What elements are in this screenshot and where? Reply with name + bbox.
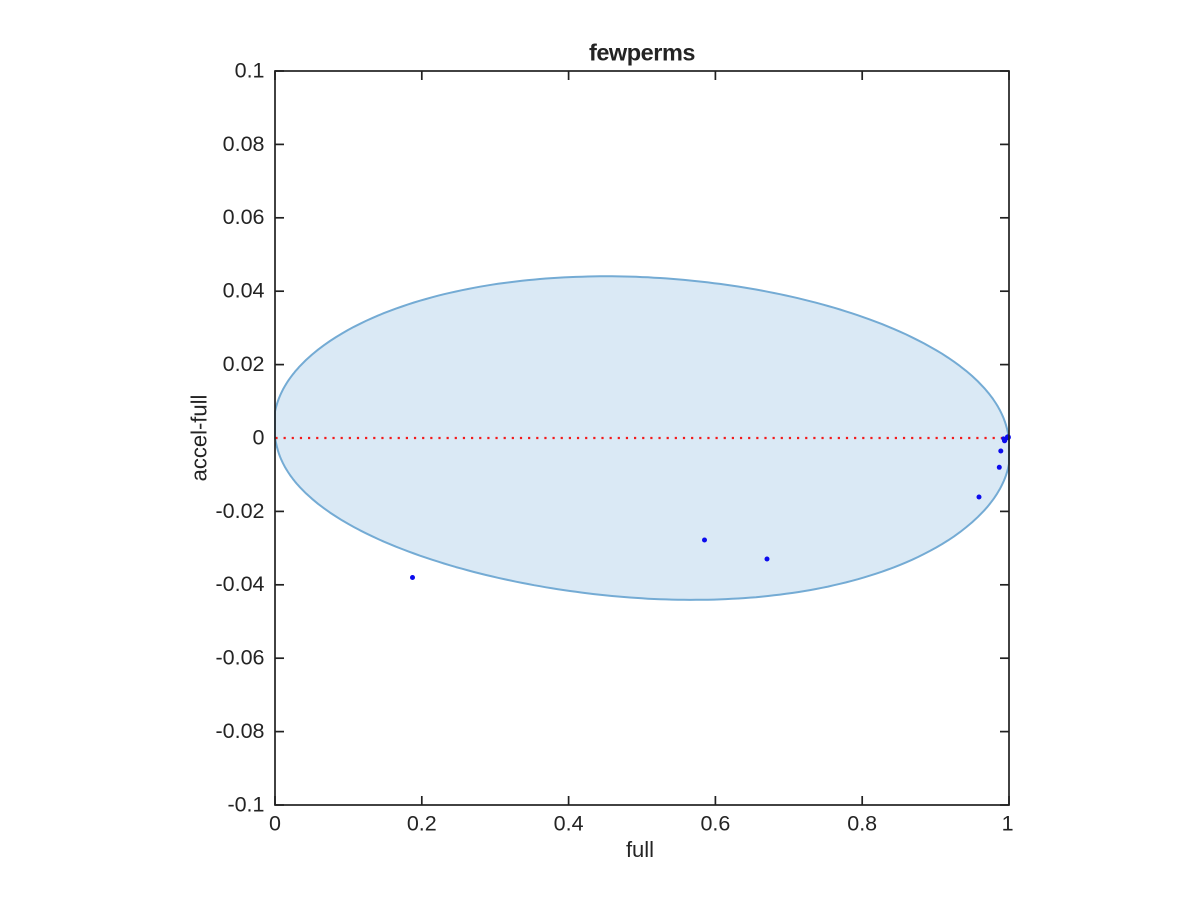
svg-text:0: 0 — [269, 812, 281, 836]
svg-text:-0.08: -0.08 — [215, 719, 264, 743]
svg-text:1: 1 — [1002, 812, 1014, 836]
svg-text:0.8: 0.8 — [847, 812, 877, 836]
svg-text:0.06: 0.06 — [223, 205, 265, 229]
svg-text:0.4: 0.4 — [554, 812, 584, 836]
svg-text:0.08: 0.08 — [223, 132, 265, 156]
svg-text:-0.1: -0.1 — [227, 792, 264, 816]
svg-text:0.2: 0.2 — [407, 812, 437, 836]
svg-text:-0.04: -0.04 — [215, 572, 264, 596]
svg-text:0.04: 0.04 — [223, 279, 265, 303]
svg-text:accel-full: accel-full — [187, 395, 212, 482]
svg-text:0.6: 0.6 — [700, 812, 730, 836]
svg-text:full: full — [626, 837, 654, 862]
svg-text:-0.06: -0.06 — [215, 646, 264, 670]
svg-text:0.02: 0.02 — [223, 352, 265, 376]
svg-text:fewperms: fewperms — [589, 40, 695, 66]
svg-text:0: 0 — [253, 425, 265, 449]
svg-text:-0.02: -0.02 — [215, 499, 264, 523]
svg-text:0.1: 0.1 — [235, 58, 265, 82]
